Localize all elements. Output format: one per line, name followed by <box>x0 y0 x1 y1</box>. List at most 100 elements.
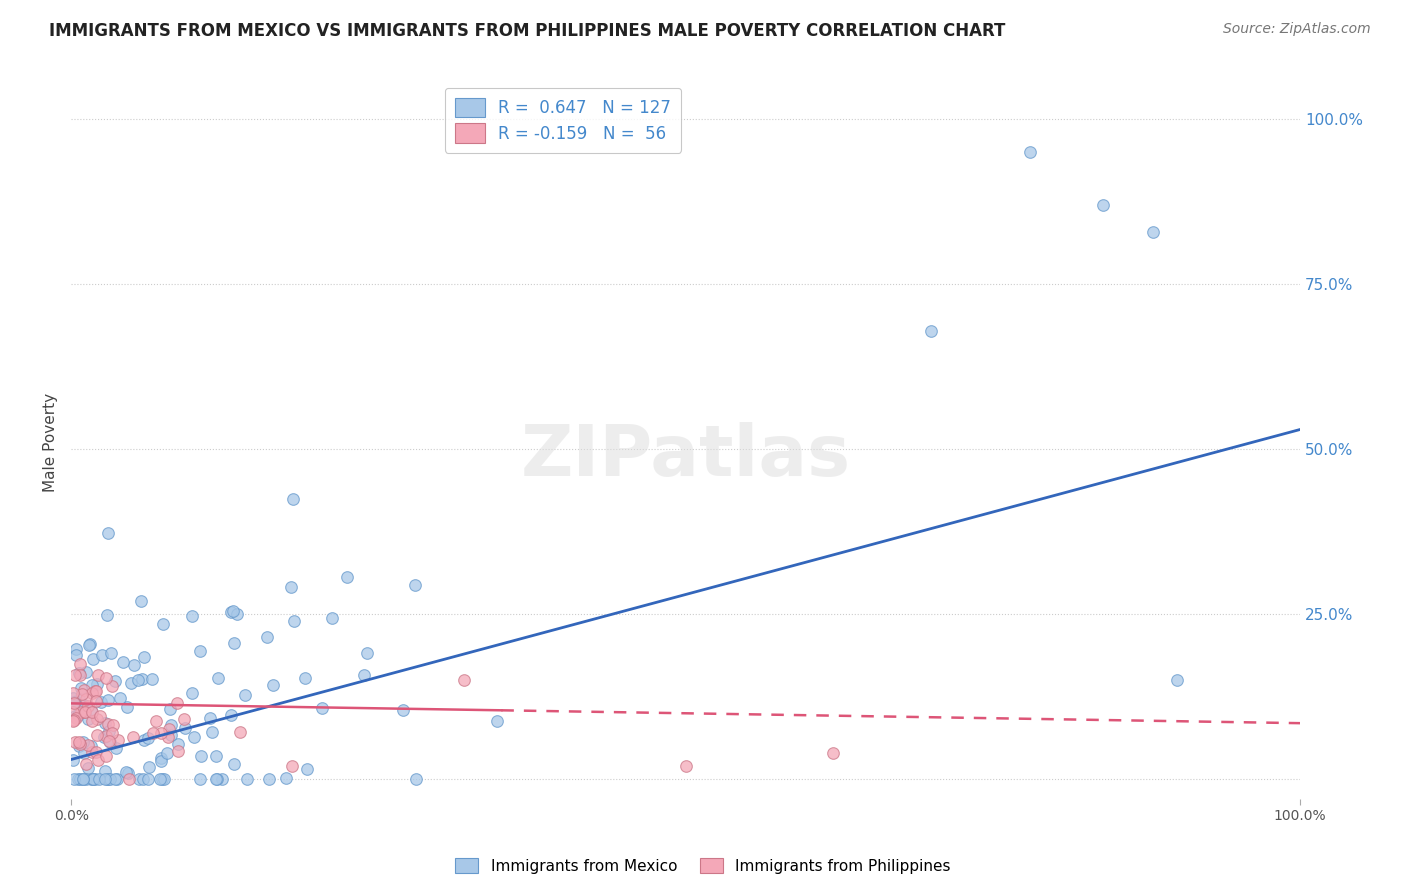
Point <box>80 678 103 692</box>
Point <box>86 712 108 726</box>
Point <box>101 718 124 732</box>
Point <box>321 611 343 625</box>
Point <box>1092 198 1115 212</box>
Point <box>226 607 249 622</box>
Point <box>86 753 108 767</box>
Point <box>134 732 156 747</box>
Point <box>63 668 86 682</box>
Point <box>91 648 114 662</box>
Point <box>83 684 105 698</box>
Point <box>1166 673 1188 688</box>
Point <box>77 639 100 653</box>
Point <box>77 712 100 726</box>
Point <box>82 686 104 700</box>
Point <box>107 772 129 787</box>
Point <box>297 762 319 776</box>
Point <box>122 731 145 745</box>
Point <box>183 731 205 745</box>
Point <box>70 681 93 695</box>
Point <box>156 730 179 744</box>
Point <box>281 491 304 506</box>
Text: IMMIGRANTS FROM MEXICO VS IMMIGRANTS FROM PHILIPPINES MALE POVERTY CORRELATION C: IMMIGRANTS FROM MEXICO VS IMMIGRANTS FRO… <box>49 22 1005 40</box>
Point <box>96 772 118 787</box>
Text: Source: ZipAtlas.com: Source: ZipAtlas.com <box>1223 22 1371 37</box>
Point <box>391 702 413 716</box>
Point <box>222 604 245 618</box>
Point <box>72 735 94 749</box>
Y-axis label: Male Poverty: Male Poverty <box>44 393 58 492</box>
Point <box>89 709 111 723</box>
Point <box>920 324 942 338</box>
Point <box>131 672 153 686</box>
Point <box>90 695 112 709</box>
Point <box>72 772 94 787</box>
Point <box>128 772 150 787</box>
Point <box>201 724 224 739</box>
Point <box>65 641 87 656</box>
Point <box>94 772 117 787</box>
Point <box>198 711 221 725</box>
Point <box>63 696 86 710</box>
Point <box>76 691 98 706</box>
Point <box>66 772 89 787</box>
Point <box>97 717 120 731</box>
Point <box>117 766 139 780</box>
Point <box>112 655 135 669</box>
Point <box>89 772 111 787</box>
Point <box>262 678 284 692</box>
Point <box>94 716 117 731</box>
Point <box>157 723 180 737</box>
Point <box>67 739 90 753</box>
Point <box>82 772 104 787</box>
Point <box>159 702 181 716</box>
Point <box>353 668 375 682</box>
Point <box>205 772 228 787</box>
Point <box>83 772 105 787</box>
Point <box>181 608 204 623</box>
Point <box>96 607 118 622</box>
Point <box>159 718 181 732</box>
Point <box>105 741 128 756</box>
Point <box>108 690 131 705</box>
Point <box>356 646 378 660</box>
Point <box>166 744 188 758</box>
Point <box>115 699 138 714</box>
Point <box>97 734 120 748</box>
Legend: R =  0.647   N = 127, R = -0.159   N =  56: R = 0.647 N = 127, R = -0.159 N = 56 <box>444 87 681 153</box>
Point <box>80 739 103 753</box>
Point <box>73 683 96 698</box>
Point <box>167 737 190 751</box>
Point <box>93 730 115 744</box>
Point <box>150 726 173 740</box>
Point <box>86 676 108 690</box>
Point <box>138 760 160 774</box>
Point <box>62 686 84 700</box>
Point <box>86 728 108 742</box>
Point <box>280 580 302 594</box>
Point <box>63 772 86 787</box>
Point <box>97 772 120 787</box>
Point <box>69 772 91 787</box>
Point <box>149 754 172 768</box>
Point <box>63 709 86 723</box>
Point <box>84 684 107 698</box>
Point <box>675 759 697 773</box>
Point <box>281 759 304 773</box>
Point <box>1142 225 1164 239</box>
Point <box>160 728 183 742</box>
Point <box>136 772 159 787</box>
Point <box>156 746 179 760</box>
Point <box>211 772 233 787</box>
Point <box>181 686 204 700</box>
Point <box>136 731 159 746</box>
Point <box>79 637 101 651</box>
Point <box>97 723 120 738</box>
Point <box>62 714 84 729</box>
Point <box>63 714 86 728</box>
Point <box>75 665 97 680</box>
Point <box>69 668 91 682</box>
Point <box>173 712 195 726</box>
Point <box>229 724 252 739</box>
Point <box>77 738 100 752</box>
Point <box>73 698 96 712</box>
